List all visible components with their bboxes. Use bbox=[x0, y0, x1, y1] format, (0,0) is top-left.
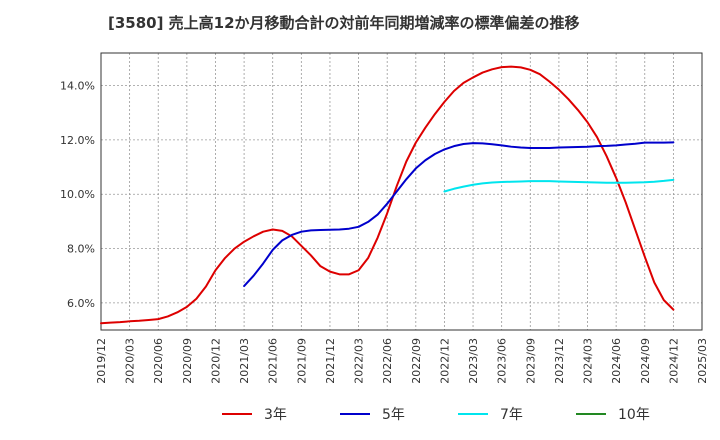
x-tick-label: 2023/06 bbox=[496, 338, 509, 384]
series-line bbox=[443, 178, 675, 193]
x-tick-label: 2020/06 bbox=[152, 338, 165, 384]
plot-background bbox=[101, 53, 702, 330]
y-axis: 6.0% 8.0% 10.0% 12.0% 14.0% bbox=[60, 80, 95, 310]
x-tick-label: 2021/12 bbox=[324, 338, 337, 384]
x-tick-label: 2022/12 bbox=[438, 338, 451, 384]
x-axis: 2019/12 2020/03 2020/06 2020/09 2020/12 2021/… bbox=[95, 338, 709, 384]
x-tick-label: 2022/06 bbox=[381, 338, 394, 384]
x-tick-label: 2019/12 bbox=[95, 338, 108, 384]
x-tick-label: 2022/09 bbox=[410, 338, 423, 384]
series-lines bbox=[100, 65, 675, 325]
x-tick-label: 2023/12 bbox=[553, 338, 566, 384]
x-tick-label: 2024/09 bbox=[639, 338, 652, 384]
x-tick-label: 2021/03 bbox=[238, 338, 251, 384]
x-tick-label: 2021/09 bbox=[295, 338, 308, 384]
y-tick-label: 10.0% bbox=[60, 188, 95, 201]
y-tick-label: 12.0% bbox=[60, 134, 95, 147]
x-tick-label: 2021/06 bbox=[267, 338, 280, 384]
x-tick-label: 2020/12 bbox=[209, 338, 222, 384]
x-tick-label: 2023/09 bbox=[524, 338, 537, 384]
y-tick-label: 8.0% bbox=[67, 243, 95, 256]
series-line bbox=[243, 141, 675, 288]
y-tick-label: 6.0% bbox=[67, 297, 95, 310]
series-line bbox=[100, 65, 675, 325]
x-tick-label: 2024/06 bbox=[610, 338, 623, 384]
legend-label: 10年 bbox=[618, 407, 650, 423]
x-tick-label: 2024/03 bbox=[582, 338, 595, 384]
x-tick-label: 2024/12 bbox=[667, 338, 680, 384]
chart-title: [3580] 売上高12か月移動合計の対前年同期増減率の標準偏差の推移 bbox=[108, 14, 580, 32]
grid-lines bbox=[100, 53, 703, 330]
x-tick-label: 2020/03 bbox=[124, 338, 137, 384]
x-tick-label: 2022/03 bbox=[353, 338, 366, 384]
plot-frame bbox=[100, 52, 703, 331]
x-tick-label: 2025/03 bbox=[696, 338, 709, 384]
x-tick-label: 2023/03 bbox=[467, 338, 480, 384]
y-tick-label: 14.0% bbox=[60, 80, 95, 93]
legend-label: 5年 bbox=[382, 407, 405, 423]
legend: 3年 5年 7年 10年 bbox=[222, 407, 650, 423]
legend-label: 3年 bbox=[264, 407, 287, 423]
legend-label: 7年 bbox=[500, 407, 523, 423]
x-tick-label: 2020/09 bbox=[181, 338, 194, 384]
